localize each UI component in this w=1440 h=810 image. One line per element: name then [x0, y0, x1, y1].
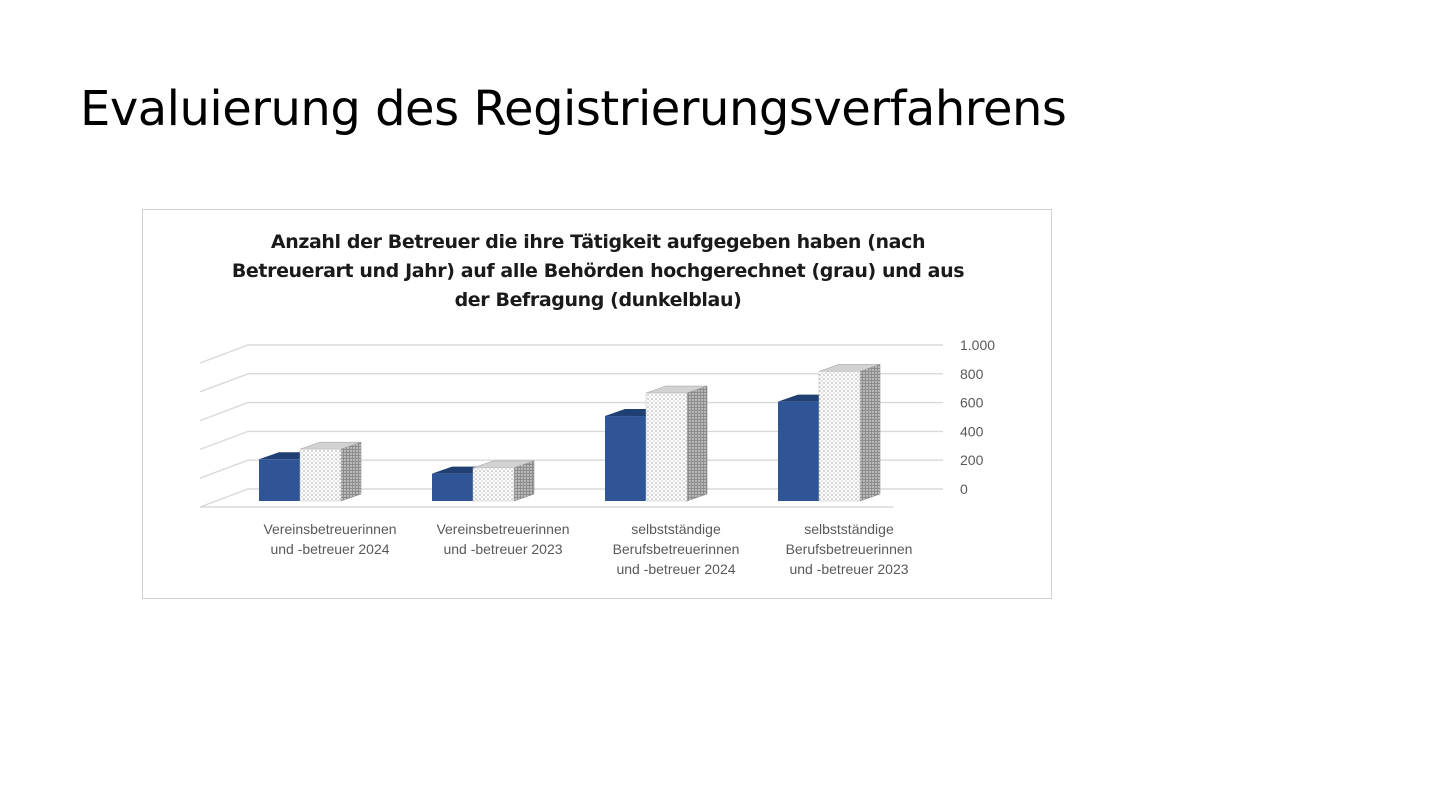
x-tick-label: Berufsbetreuerinnen — [786, 541, 913, 557]
y-tick-label: 400 — [960, 423, 984, 439]
gridline — [199, 373, 943, 393]
x-tick-label: und -betreuer 2024 — [270, 541, 389, 557]
chart-title-line-3: der Befragung (dunkelblau) — [454, 289, 742, 311]
gridline — [199, 459, 943, 479]
gridline — [199, 430, 943, 451]
bar — [778, 401, 819, 501]
gridline — [199, 401, 943, 422]
y-tick-label: 0 — [960, 481, 968, 497]
x-tick-label: und -betreuer 2023 — [443, 541, 562, 557]
bar — [432, 473, 473, 501]
x-tick-label: selbstständige — [804, 521, 894, 537]
y-tick-label: 1.000 — [960, 337, 995, 353]
x-tick-label: und -betreuer 2024 — [616, 561, 735, 577]
chart-title-line-1: Anzahl der Betreuer die ihre Tätigkeit a… — [270, 231, 926, 253]
x-tick-label: Berufsbetreuerinnen — [613, 541, 740, 557]
x-tick-label: selbstständige — [631, 521, 721, 537]
bar — [818, 371, 861, 502]
bar-side — [686, 385, 708, 502]
x-tick-label: und -betreuer 2023 — [789, 561, 908, 577]
y-tick-label: 200 — [960, 452, 984, 468]
bar — [645, 392, 688, 502]
bar-side — [859, 364, 881, 502]
chart-frame: Anzahl der Betreuer die ihre Tätigkeit a… — [142, 209, 1052, 599]
bar — [605, 416, 646, 501]
bar-side — [340, 441, 362, 502]
x-tick-label: Vereinsbetreuerinnen — [436, 521, 569, 537]
chart-title-line-2: Betreuerart und Jahr) auf alle Behörden … — [231, 260, 965, 282]
x-tick-label: Vereinsbetreuerinnen — [263, 521, 396, 537]
bar — [259, 459, 300, 501]
gridline — [199, 344, 943, 364]
y-tick-label: 800 — [960, 366, 984, 382]
chart-plot: 0 200 400 600 800 1.000 Vereinsbetreuerinnen un… — [199, 337, 995, 577]
bar — [299, 448, 342, 502]
bar — [472, 467, 515, 502]
slide-title: Evaluierung des Registrierungsverfahrens — [80, 81, 1067, 137]
gridline — [199, 488, 943, 508]
chart-title: Anzahl der Betreuer die ihre Tätigkeit a… — [223, 228, 973, 315]
y-tick-label: 600 — [960, 395, 984, 411]
